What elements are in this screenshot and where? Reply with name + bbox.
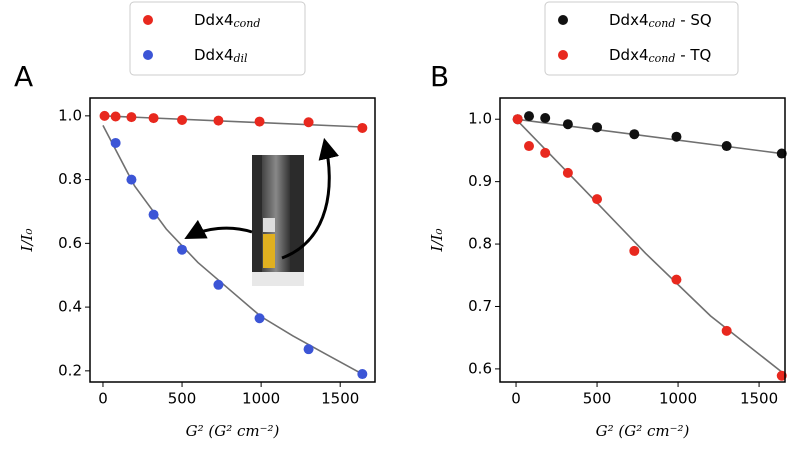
legend-name: Ddx4: [194, 46, 234, 64]
y-tick-label: 1.0: [58, 106, 82, 124]
fit-line: [515, 118, 782, 155]
data-point: [540, 112, 551, 123]
data-point: [629, 245, 640, 256]
legend-label: Ddx4dil: [194, 46, 248, 66]
fit-line: [102, 125, 363, 375]
panel-label: A: [14, 60, 33, 93]
data-point: [721, 141, 732, 152]
data-point: [110, 111, 121, 122]
x-tick-label: 1000: [242, 390, 280, 408]
legend-marker: [143, 15, 153, 25]
legend-marker: [143, 50, 153, 60]
y-tick-label: 0.2: [58, 361, 82, 379]
legend-label: Ddx4cond - SQ: [609, 11, 712, 31]
data-point: [524, 141, 535, 152]
y-tick-label: 0.8: [468, 235, 492, 253]
data-point: [126, 174, 137, 185]
data-point: [357, 369, 368, 380]
y-axis-label: I/I₀: [428, 229, 446, 253]
x-axis-label: G² (G² cm⁻²): [186, 422, 280, 440]
y-tick-label: 1.0: [468, 110, 492, 128]
legend-name: Ddx4: [609, 11, 649, 29]
data-point: [303, 344, 314, 355]
panel-label: B: [430, 60, 449, 93]
x-axis-label: G² (G² cm⁻²): [596, 422, 690, 440]
fit-line: [102, 115, 363, 128]
data-point: [110, 137, 121, 148]
legend-marker: [558, 50, 568, 60]
data-point: [524, 111, 535, 122]
x-tick-label: 500: [168, 390, 197, 408]
data-point: [213, 279, 224, 290]
x-tick-label: 1500: [740, 390, 778, 408]
data-point: [357, 122, 368, 133]
data-point: [254, 313, 265, 324]
legend-label: Ddx4cond: [194, 11, 260, 31]
data-point: [177, 114, 188, 125]
y-tick-label: 0.7: [468, 297, 492, 315]
cuvette-photo: [252, 155, 304, 286]
y-tick-label: 0.6: [468, 359, 492, 377]
x-tick-label: 0: [98, 390, 108, 408]
data-point: [213, 115, 224, 126]
legend: [129, 1, 306, 76]
data-point: [303, 117, 314, 128]
data-point: [148, 209, 159, 220]
data-point: [671, 131, 682, 142]
x-tick-label: 1500: [321, 390, 359, 408]
data-point: [629, 129, 640, 140]
legend-subscript: cond: [649, 17, 676, 30]
legend-marker: [558, 15, 568, 25]
data-point: [177, 244, 188, 255]
legend-subscript: cond: [234, 17, 261, 30]
y-tick-label: 0.4: [58, 298, 82, 316]
data-point: [592, 194, 603, 205]
arrow: [281, 137, 340, 260]
y-tick-label: 0.6: [58, 234, 82, 252]
data-point: [562, 167, 573, 178]
data-point: [126, 112, 137, 123]
legend-name: Ddx4: [609, 46, 649, 64]
data-point: [254, 116, 265, 127]
legend-subscript: cond: [649, 52, 676, 65]
y-tick-label: 0.9: [468, 172, 492, 190]
data-point: [99, 110, 110, 121]
legend-subscript: dil: [234, 52, 249, 65]
y-tick-label: 0.8: [58, 170, 82, 188]
data-point: [512, 114, 523, 125]
legend-suffix: - TQ: [675, 46, 711, 64]
data-point: [540, 147, 551, 158]
arrow: [184, 219, 253, 239]
data-point: [592, 122, 603, 133]
legend-name: Ddx4: [194, 11, 234, 29]
x-tick-label: 500: [583, 390, 612, 408]
plot-frame: [89, 97, 376, 383]
x-tick-label: 1000: [659, 390, 697, 408]
data-point: [671, 274, 682, 285]
legend-label: Ddx4cond - TQ: [609, 46, 711, 66]
fit-line: [515, 118, 783, 373]
data-point: [721, 325, 732, 336]
data-point: [562, 119, 573, 130]
plot-frame: [499, 97, 786, 383]
y-axis-label: I/I₀: [18, 229, 36, 253]
legend-suffix: - SQ: [675, 11, 711, 29]
legend: [544, 1, 739, 76]
x-tick-label: 0: [511, 390, 521, 408]
data-point: [148, 113, 159, 124]
